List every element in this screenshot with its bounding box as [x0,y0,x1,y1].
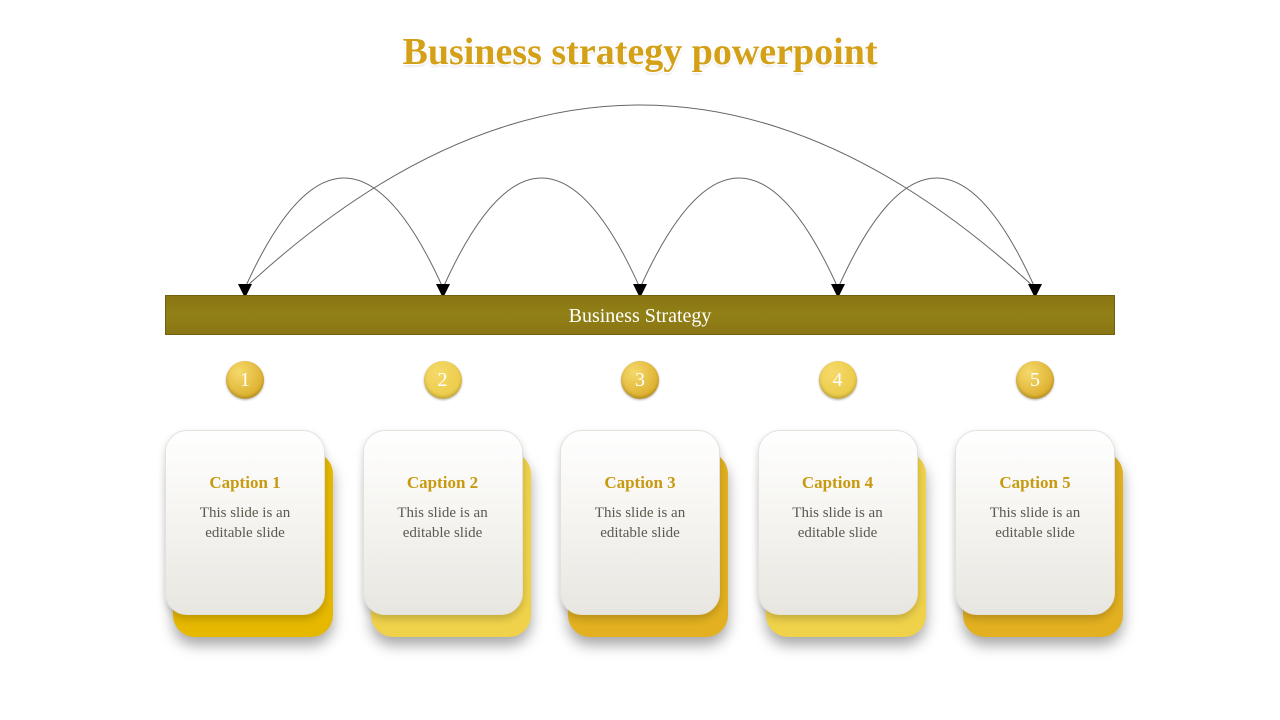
card-5: Caption 5 This slide is an editable slid… [955,430,1115,630]
caption-3: Caption 3 [561,473,719,493]
cardtext-4: This slide is an editable slide [759,503,917,544]
circle-wrap-2: 2 [363,361,523,399]
number-circles-row: 1 2 3 4 5 [165,358,1115,402]
card-front-4: Caption 4 This slide is an editable slid… [758,430,918,615]
card-1: Caption 1 This slide is an editable slid… [165,430,325,630]
card-3: Caption 3 This slide is an editable slid… [560,430,720,630]
circle-wrap-4: 4 [758,361,918,399]
slide-title: Business strategy powerpoint [0,30,1280,74]
caption-5: Caption 5 [956,473,1114,493]
cardtext-2: This slide is an editable slide [364,503,522,544]
slide: Business strategy powerpoint Business St… [0,0,1280,720]
number-circle-4: 4 [819,361,857,399]
cardtext-5: This slide is an editable slide [956,503,1114,544]
number-circle-2: 2 [424,361,462,399]
card-2: Caption 2 This slide is an editable slid… [363,430,523,630]
circle-wrap-3: 3 [560,361,720,399]
number-circle-3: 3 [621,361,659,399]
cards-row: Caption 1 This slide is an editable slid… [165,430,1115,660]
cardtext-3: This slide is an editable slide [561,503,719,544]
card-front-1: Caption 1 This slide is an editable slid… [165,430,325,615]
number-circle-1: 1 [226,361,264,399]
cardtext-1: This slide is an editable slide [166,503,324,544]
card-front-5: Caption 5 This slide is an editable slid… [955,430,1115,615]
arcs-connector [0,100,1280,300]
card-front-3: Caption 3 This slide is an editable slid… [560,430,720,615]
caption-2: Caption 2 [364,473,522,493]
strategy-banner: Business Strategy [165,295,1115,335]
caption-1: Caption 1 [166,473,324,493]
caption-4: Caption 4 [759,473,917,493]
circle-wrap-1: 1 [165,361,325,399]
card-front-2: Caption 2 This slide is an editable slid… [363,430,523,615]
card-4: Caption 4 This slide is an editable slid… [758,430,918,630]
circle-wrap-5: 5 [955,361,1115,399]
number-circle-5: 5 [1016,361,1054,399]
